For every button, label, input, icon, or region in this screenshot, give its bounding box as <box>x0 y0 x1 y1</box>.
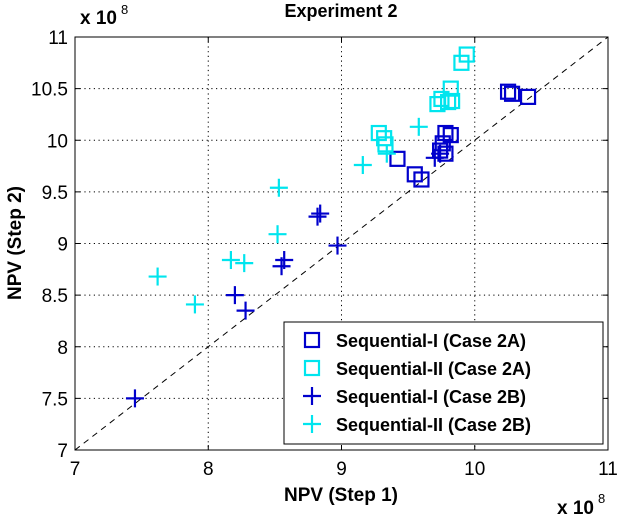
data-point <box>503 85 521 102</box>
reference-line-layer <box>74 36 609 451</box>
y-tick-label: 11 <box>48 28 68 49</box>
y-tick-label: 7 <box>57 441 68 462</box>
series-4 <box>148 117 428 314</box>
y-axis-label: NPV (Step 2) <box>5 186 26 300</box>
reference-diagonal-line <box>74 36 609 451</box>
data-point <box>389 150 406 167</box>
y-multiplier-exponent: 8 <box>121 2 128 17</box>
data-point <box>458 46 475 63</box>
legend: Sequential-I (Case 2A) Sequential-II (Cas… <box>283 321 604 445</box>
data-point <box>236 301 255 320</box>
data-point <box>225 286 244 305</box>
x-multiplier-exponent: 8 <box>598 491 605 506</box>
data-point <box>328 236 347 255</box>
data-point <box>125 389 144 408</box>
y-tick-label: 7.5 <box>42 389 68 410</box>
data-point <box>311 204 330 223</box>
data-point <box>185 295 204 314</box>
data-point <box>377 136 394 153</box>
y-tick-label: 8.5 <box>42 286 68 307</box>
legend-entry: Sequential-I (Case 2A) <box>303 331 526 351</box>
data-point <box>453 54 470 71</box>
data-point <box>431 144 450 163</box>
legend-marker <box>303 359 321 377</box>
legend-entry: Sequential-I (Case 2B) <box>303 387 526 407</box>
legend-marker <box>303 415 321 433</box>
data-point <box>519 88 537 105</box>
data-point <box>409 117 428 136</box>
legend-label: Sequential-II (Case 2A) <box>336 359 531 379</box>
y-multiplier: x 10 8 <box>80 2 128 29</box>
chart-title: Experiment 2 <box>284 1 397 21</box>
x-tick-label: 11 <box>598 459 618 480</box>
legend-label: Sequential-I (Case 2B) <box>336 387 526 407</box>
legend-box <box>283 321 604 445</box>
y-tick-label: 10 <box>47 131 68 152</box>
data-point <box>308 207 327 226</box>
data-point <box>275 251 294 270</box>
data-point <box>148 267 167 286</box>
legend-marker <box>303 387 321 405</box>
x-tick-label: 10 <box>464 459 485 480</box>
data-point <box>377 144 396 163</box>
legend-label: Sequential-I (Case 2A) <box>336 331 526 351</box>
y-multiplier-base: x 10 <box>80 8 117 29</box>
legend-marker <box>303 331 321 349</box>
y-tick-label: 9 <box>57 235 68 256</box>
series-3 <box>125 144 450 408</box>
series-2 <box>370 46 475 153</box>
data-point <box>268 225 287 244</box>
data-point <box>269 178 288 197</box>
tick-layer: 7 8 9 10 11 7 7.5 8 8.5 9 9.5 10 10.5 11 <box>31 28 618 480</box>
data-point <box>443 92 461 110</box>
data-point <box>413 171 430 188</box>
legend-entry: Sequential-II (Case 2B) <box>303 415 531 435</box>
data-point <box>437 124 454 142</box>
x-tick-label: 9 <box>336 459 347 480</box>
data-point <box>221 251 240 270</box>
legend-label: Sequential-II (Case 2B) <box>336 415 531 435</box>
x-multiplier: x 10 8 <box>557 491 605 519</box>
legend-entry: Sequential-II (Case 2A) <box>303 359 531 379</box>
x-multiplier-base: x 10 <box>557 498 594 517</box>
y-tick-label: 8 <box>57 338 68 359</box>
y-tick-label: 9.5 <box>42 183 68 204</box>
data-point <box>235 254 254 273</box>
data-point <box>499 83 517 100</box>
y-tick-label: 10.5 <box>31 80 68 101</box>
data-point <box>353 156 372 175</box>
x-axis-label: NPV (Step 1) <box>284 485 398 506</box>
data-layer <box>125 46 537 408</box>
x-tick-label: 7 <box>70 459 81 480</box>
x-tick-label: 8 <box>203 459 214 480</box>
